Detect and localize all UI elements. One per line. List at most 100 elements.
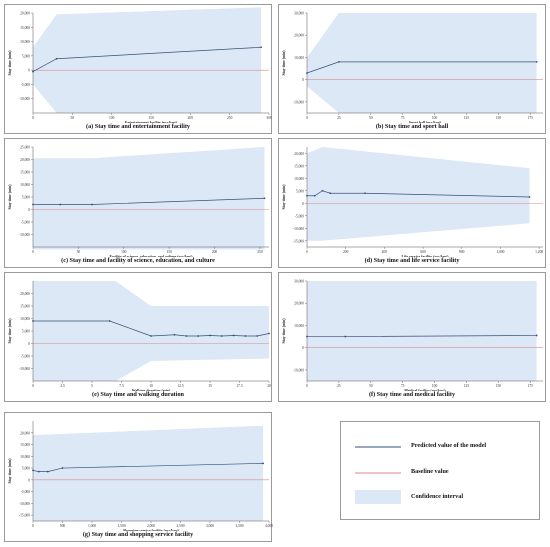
chart-caption-b: (b) Stay time and sport hall [375, 123, 449, 130]
y-tick-label: 0 [28, 342, 30, 346]
confidence-band [307, 147, 530, 241]
x-tick-label: 7.5 [119, 384, 124, 388]
chart-panel-a: -10,000 -5,000 0 5,000 10,000 15,000 20,000 0 50… [4, 4, 272, 134]
y-tick-label: 25,000 [20, 146, 30, 151]
chart-caption-a: (a) Stay time and entertainment facility [86, 123, 190, 130]
x-tick-label: 50 [369, 116, 373, 120]
data-point [364, 192, 366, 195]
y-tick-label: 10,000 [294, 324, 304, 329]
x-tick-label: 100 [121, 250, 127, 254]
x-tick-label: 75 [401, 384, 405, 388]
y-axis-label: Stay time (min) [8, 458, 12, 484]
chart-panel-d: -15,000 -10,000 -5,000 0 5,000 10,000 15,000 20… [278, 138, 546, 268]
y-tick-label: 15,000 [20, 171, 30, 176]
x-axis-label: Medical facility (pcs/km²) [404, 389, 446, 391]
data-point [185, 335, 188, 337]
y-tick-label: 5,000 [22, 467, 30, 472]
x-tick-label: 250 [257, 250, 263, 254]
data-point [321, 189, 324, 192]
series-line [307, 190, 530, 198]
x-tick-label: 1,200 [535, 250, 543, 255]
x-tick-label: 2,500 [176, 524, 184, 529]
y-tick-label: 15,000 [20, 26, 30, 31]
data-point [329, 192, 332, 195]
y-tick-label: 0 [302, 202, 304, 206]
data-point [268, 332, 270, 335]
data-point [262, 462, 264, 465]
data-point [220, 335, 223, 337]
x-tick-label: 100 [432, 116, 438, 120]
data-point [232, 334, 235, 337]
data-point [55, 57, 58, 60]
x-tick-label: 12.5 [177, 384, 183, 388]
y-tick-label: 10,000 [20, 317, 30, 322]
data-point [256, 335, 259, 337]
x-tick-label: 0 [32, 116, 34, 120]
x-axis-label: Life service facility (pcs/km²) [401, 255, 449, 257]
data-point [260, 46, 263, 49]
y-tick-label: 15,000 [294, 164, 304, 169]
data-point [108, 320, 111, 322]
x-tick-label: 500 [60, 524, 66, 528]
y-tick-label: -10,000 [293, 100, 304, 105]
y-tick-label: -5,000 [21, 83, 30, 88]
x-tick-label: 3,500 [235, 524, 243, 529]
x-tick-label: 200 [343, 250, 349, 254]
y-axis-label: Stay time (min) [282, 50, 286, 76]
x-tick-label: 25 [337, 116, 341, 120]
x-tick-label: 20 [267, 384, 271, 388]
legend: Predicted value of the model Baseline va… [340, 421, 540, 520]
x-tick-label: 0 [32, 250, 34, 254]
data-point [32, 70, 34, 73]
data-point [306, 335, 308, 338]
data-point [313, 194, 316, 197]
x-tick-label: 0 [306, 250, 308, 254]
legend-confidence-swatch [355, 490, 401, 504]
y-tick-label: -5,000 [21, 221, 30, 226]
y-tick-label: 20,000 [294, 302, 304, 307]
x-tick-label: 50 [71, 116, 75, 120]
chart-panel-g: -15,000 -10,000 -5,000 0 5,000 10,000 15,000 20… [4, 412, 273, 542]
x-tick-label: 150 [496, 116, 502, 120]
x-tick-label: 17.5 [236, 384, 242, 388]
chart-svg-a: -10,000 -5,000 0 5,000 10,000 15,000 20,000 0 50… [8, 7, 272, 123]
data-point [197, 335, 200, 337]
x-tick-label: 200 [212, 250, 218, 254]
y-tick-label: 0 [302, 78, 304, 82]
x-tick-label: 0 [306, 384, 308, 388]
series-line [33, 320, 270, 337]
data-point [344, 335, 347, 338]
data-point [263, 197, 266, 200]
x-tick-label: 15 [208, 384, 212, 388]
y-tick-label: -10,000 [19, 502, 30, 507]
y-tick-label: 0 [28, 208, 30, 212]
data-point [209, 334, 211, 337]
y-axis-label: Stay time (min) [8, 50, 12, 76]
y-tick-label: 30,000 [294, 280, 304, 285]
x-tick-label: 2.5 [60, 384, 65, 388]
x-tick-label: 50 [77, 250, 81, 254]
chart-svg-d: -15,000 -10,000 -5,000 0 5,000 10,000 15,000 20… [282, 147, 543, 257]
y-axis-label: Stay time (min) [8, 318, 12, 344]
chart-svg-c: -10,000 -5,000 0 5,000 10,000 15,000 20,000 25,… [8, 146, 269, 257]
legend-predicted-swatch [355, 446, 401, 448]
x-tick-label: 150 [148, 116, 154, 120]
series-line [33, 197, 265, 205]
chart-caption-g: (g) Stay time and shopping service facil… [82, 531, 194, 538]
data-point [150, 335, 152, 337]
y-tick-label: 20,000 [20, 12, 30, 17]
y-tick-label: 5,000 [22, 196, 30, 201]
chart-panel-f: -10,000 0 10,000 20,000 30,000 0 25 50 75 100 125 1… [278, 272, 546, 402]
y-tick-label: 5,000 [22, 330, 30, 335]
y-tick-label: -10,000 [293, 368, 304, 373]
chart-svg-f: -10,000 0 10,000 20,000 30,000 0 25 50 75 100 125 1… [282, 280, 543, 391]
x-tick-label: 175 [528, 116, 534, 120]
legend-predicted-label: Predicted value of the model [411, 442, 487, 449]
data-point [91, 203, 93, 206]
data-point [32, 469, 34, 472]
chart-caption-f: (f) Stay time and medical facility [368, 391, 456, 398]
y-tick-label: -5,000 [295, 214, 304, 219]
y-tick-label: 30,000 [294, 12, 304, 17]
x-tick-label: 250 [227, 116, 233, 120]
confidence-band [307, 281, 537, 381]
